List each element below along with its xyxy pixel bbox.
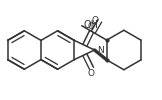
- Text: O: O: [88, 69, 95, 78]
- Text: O: O: [88, 22, 95, 31]
- Text: N: N: [97, 46, 104, 54]
- Text: OH: OH: [83, 20, 98, 30]
- Text: O: O: [91, 16, 98, 25]
